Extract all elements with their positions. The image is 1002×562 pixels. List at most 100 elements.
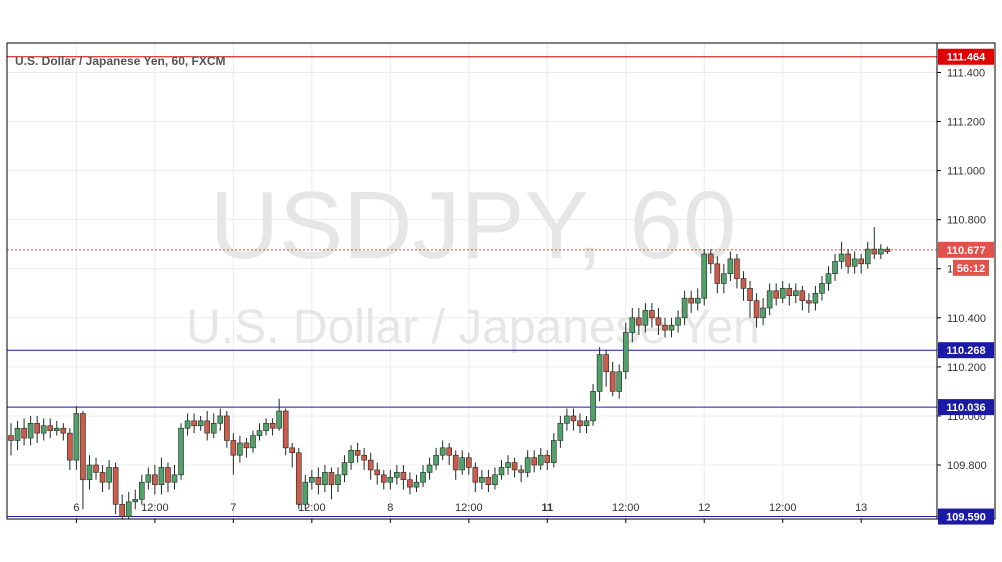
candle-body <box>479 476 485 483</box>
candle-body <box>590 391 596 422</box>
candle-body <box>256 430 263 436</box>
candle-body <box>60 427 67 434</box>
candle-body <box>407 479 413 488</box>
countdown-badge-label: 56:12 <box>957 263 985 275</box>
candle-body <box>485 476 492 485</box>
candle-body <box>812 292 819 304</box>
candle-body <box>14 427 21 441</box>
candle-body <box>681 297 688 319</box>
candle-body <box>655 317 662 326</box>
candle-body <box>596 354 603 392</box>
candle-body <box>380 474 387 483</box>
level-badge-label: 110.268 <box>946 345 985 357</box>
candle-body <box>158 467 165 485</box>
price-axis[interactable]: 111.400111.200111.000110.800110.600110.4… <box>937 67 987 472</box>
candle-body <box>387 476 394 483</box>
candle-body <box>426 464 433 473</box>
candle-body <box>832 261 838 274</box>
candle-body <box>734 258 740 279</box>
candle-body <box>557 423 564 441</box>
candle-body <box>269 423 276 429</box>
grid-lines <box>7 43 937 519</box>
candle-body <box>864 248 871 265</box>
y-tick-label: 111.400 <box>947 67 985 79</box>
watermark: USDJPY, 60 U.S. Dollar / Japanese Yen <box>186 172 760 354</box>
candle-body <box>165 467 171 483</box>
candle-body <box>93 464 99 473</box>
x-tick-label: 12:00 <box>769 502 797 514</box>
candle-body <box>335 474 341 485</box>
level-badge-label: 111.464 <box>947 52 986 64</box>
candle-body <box>544 454 551 463</box>
candle-body <box>773 290 779 299</box>
candle-body <box>348 449 354 463</box>
candle-body <box>747 288 753 301</box>
candle-body <box>714 263 721 284</box>
candle-body <box>112 467 119 505</box>
x-tick-label: 13 <box>855 502 867 514</box>
candle-body <box>858 258 865 265</box>
candle-body <box>315 476 322 485</box>
candle-body <box>701 253 708 299</box>
y-tick-label: 109.800 <box>947 460 987 472</box>
candle-body <box>99 472 106 483</box>
candle-body <box>67 432 73 461</box>
countdown-badge-bg <box>953 259 989 276</box>
candle-body <box>86 464 93 481</box>
candle-body <box>73 413 80 461</box>
candle-body <box>27 423 34 439</box>
candle-body <box>570 415 577 422</box>
candle-body <box>197 420 204 427</box>
candle-body <box>472 467 479 483</box>
current-price-badge-label: 110.677 <box>946 245 985 257</box>
time-axis[interactable]: 6 12:00 7 12:00 8 12:00 11 12:00 12 12:00 13 <box>73 502 867 523</box>
candle-body <box>851 258 858 267</box>
candle-body <box>413 481 420 488</box>
x-tick-label: 12:00 <box>141 502 169 514</box>
candle-body <box>583 420 590 427</box>
candle-body <box>792 290 799 297</box>
candle-body <box>40 425 47 434</box>
x-tick-label: 11 <box>541 502 553 514</box>
candle-body <box>518 469 524 473</box>
level-badge-bg <box>938 342 994 359</box>
candle-body <box>302 481 309 505</box>
candle-body <box>465 457 472 468</box>
candles <box>8 227 891 519</box>
candle-body <box>531 457 538 466</box>
y-tick-label: 110.400 <box>947 313 986 325</box>
candle-body <box>47 425 54 431</box>
candle-body <box>524 457 531 473</box>
candle-body <box>132 499 139 503</box>
candle-body <box>721 273 727 284</box>
candle-body <box>871 248 878 255</box>
candle-body <box>452 454 459 471</box>
candle-body <box>367 459 374 471</box>
candle-body <box>838 253 845 262</box>
candle-body <box>577 420 583 427</box>
candle-body <box>354 449 361 456</box>
candle-body <box>446 447 452 456</box>
x-tick-label: 7 <box>230 502 236 514</box>
candle-body <box>374 469 381 476</box>
candle-body <box>753 300 760 319</box>
candle-body <box>799 290 806 301</box>
candle-body <box>361 454 367 461</box>
candle-body <box>394 472 400 478</box>
candle-body <box>511 462 518 471</box>
candle-body <box>191 420 197 427</box>
level-badge-bg <box>938 48 994 65</box>
candle-body <box>622 332 629 373</box>
candle-body <box>152 474 158 485</box>
candle-body <box>636 317 642 326</box>
candle-body <box>243 442 250 449</box>
candle-body <box>282 410 289 449</box>
candle-body <box>825 273 832 284</box>
candle-body <box>34 423 40 434</box>
candle-body <box>433 454 439 466</box>
x-tick-label: 12 <box>698 502 710 514</box>
candle-body <box>786 288 793 297</box>
y-tick-label: 111.000 <box>947 166 985 178</box>
candle-body <box>498 467 505 476</box>
candle-body <box>230 440 237 456</box>
